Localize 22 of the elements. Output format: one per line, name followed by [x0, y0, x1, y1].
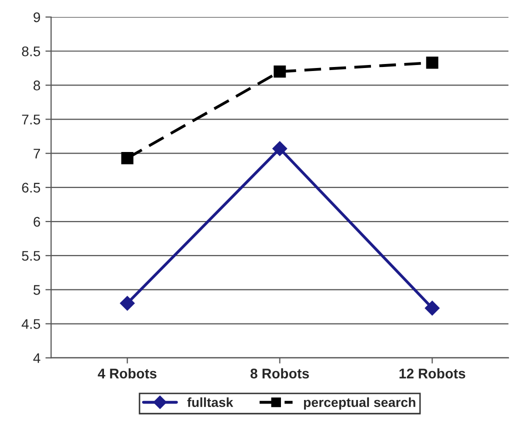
y-tick-label: 4.5 — [22, 319, 40, 329]
point — [274, 65, 286, 78]
point — [424, 300, 440, 316]
y-tick-label: 9 — [34, 12, 40, 22]
y-tick-label: 6.5 — [22, 182, 40, 193]
x-tick-label: 4 Robots — [98, 368, 156, 378]
y-tick-label: 7 — [34, 148, 40, 158]
y-tick-label: 5.5 — [22, 251, 40, 261]
y-tick-label: 8 — [34, 80, 40, 90]
y-tick-label: 6 — [34, 216, 40, 227]
y-tick-label: 7.5 — [22, 114, 40, 124]
legend-label: fulltask — [187, 397, 234, 408]
point — [426, 56, 438, 69]
x-tick-label: 8 Robots — [250, 368, 309, 378]
x-tick-label: 12 Robots — [400, 368, 466, 378]
legend-label: perceptual search — [304, 397, 416, 410]
point — [120, 296, 135, 311]
y-tick-label: 4 — [33, 353, 40, 363]
point — [272, 141, 288, 156]
point — [121, 152, 134, 164]
y-tick-label: 5 — [34, 285, 40, 295]
y-tick-label: 8.5 — [22, 46, 40, 56]
